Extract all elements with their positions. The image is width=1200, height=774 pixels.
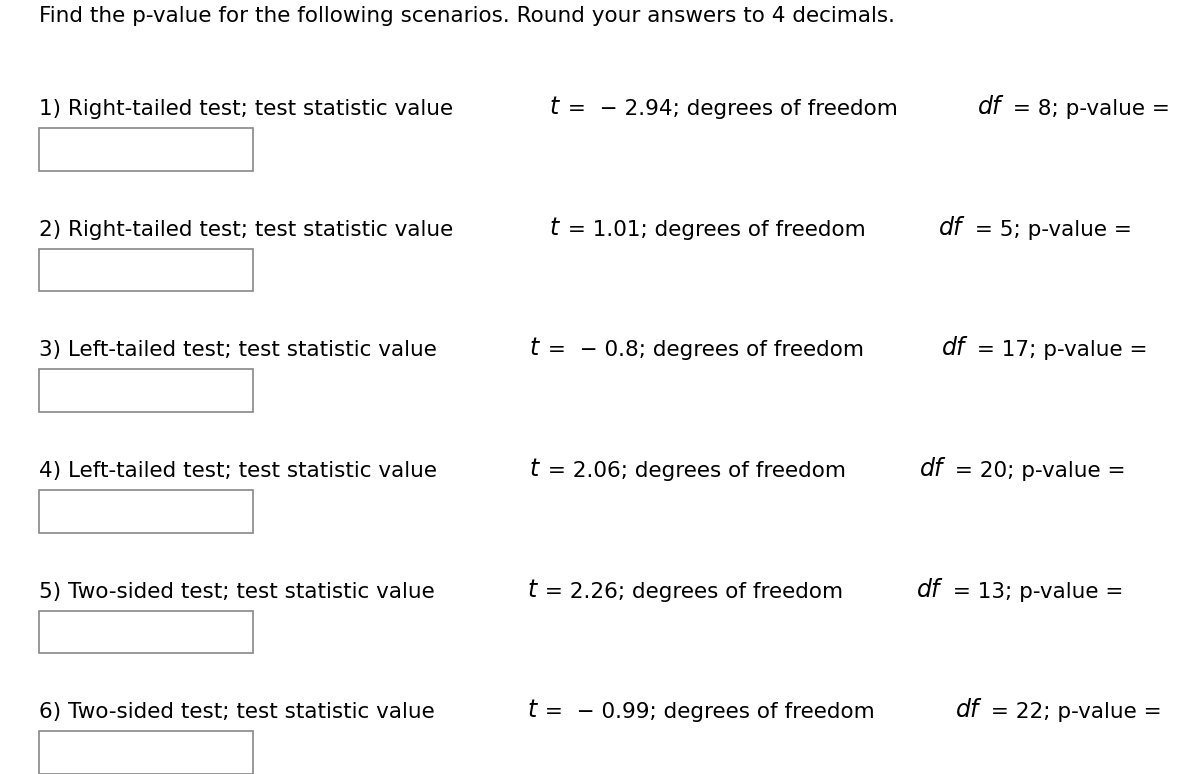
Text: = 22; p-value =: = 22; p-value =: [984, 702, 1162, 722]
Text: = 20; p-value =: = 20; p-value =: [948, 461, 1126, 481]
Text: = 8; p-value =: = 8; p-value =: [1007, 99, 1170, 119]
Text: df: df: [942, 337, 965, 361]
Text: df: df: [919, 457, 943, 481]
Text: Find the p-value for the following scenarios. Round your answers to 4 decimals.: Find the p-value for the following scena…: [38, 6, 894, 26]
Text: 6) Two-sided test; test statistic value: 6) Two-sided test; test statistic value: [38, 702, 442, 722]
Text: df: df: [940, 216, 962, 240]
Text: = 1.01; degrees of freedom: = 1.01; degrees of freedom: [560, 220, 872, 240]
Text: t: t: [527, 698, 536, 722]
Text: = 2.06; degrees of freedom: = 2.06; degrees of freedom: [541, 461, 853, 481]
Text: =  − 0.99; degrees of freedom: = − 0.99; degrees of freedom: [539, 702, 882, 722]
Text: t: t: [527, 577, 536, 601]
Text: 3) Left-tailed test; test statistic value: 3) Left-tailed test; test statistic valu…: [38, 341, 443, 361]
FancyBboxPatch shape: [38, 490, 253, 533]
Text: = 17; p-value =: = 17; p-value =: [970, 341, 1147, 361]
Text: 4) Left-tailed test; test statistic value: 4) Left-tailed test; test statistic valu…: [38, 461, 444, 481]
Text: t: t: [530, 337, 539, 361]
Text: df: df: [978, 95, 1001, 119]
Text: = 2.26; degrees of freedom: = 2.26; degrees of freedom: [539, 582, 851, 601]
Text: t: t: [550, 95, 559, 119]
Text: t: t: [530, 457, 539, 481]
FancyBboxPatch shape: [38, 369, 253, 412]
Text: 2) Right-tailed test; test statistic value: 2) Right-tailed test; test statistic val…: [38, 220, 460, 240]
Text: = 5; p-value =: = 5; p-value =: [967, 220, 1132, 240]
Text: t: t: [550, 216, 559, 240]
FancyBboxPatch shape: [38, 128, 253, 171]
Text: df: df: [955, 698, 979, 722]
FancyBboxPatch shape: [38, 611, 253, 653]
Text: 5) Two-sided test; test statistic value: 5) Two-sided test; test statistic value: [38, 582, 442, 601]
Text: df: df: [917, 577, 941, 601]
Text: =  − 0.8; degrees of freedom: = − 0.8; degrees of freedom: [541, 341, 871, 361]
Text: =  − 2.94; degrees of freedom: = − 2.94; degrees of freedom: [560, 99, 905, 119]
Text: 1) Right-tailed test; test statistic value: 1) Right-tailed test; test statistic val…: [38, 99, 460, 119]
FancyBboxPatch shape: [38, 248, 253, 292]
Text: = 13; p-value =: = 13; p-value =: [946, 582, 1123, 601]
FancyBboxPatch shape: [38, 731, 253, 774]
